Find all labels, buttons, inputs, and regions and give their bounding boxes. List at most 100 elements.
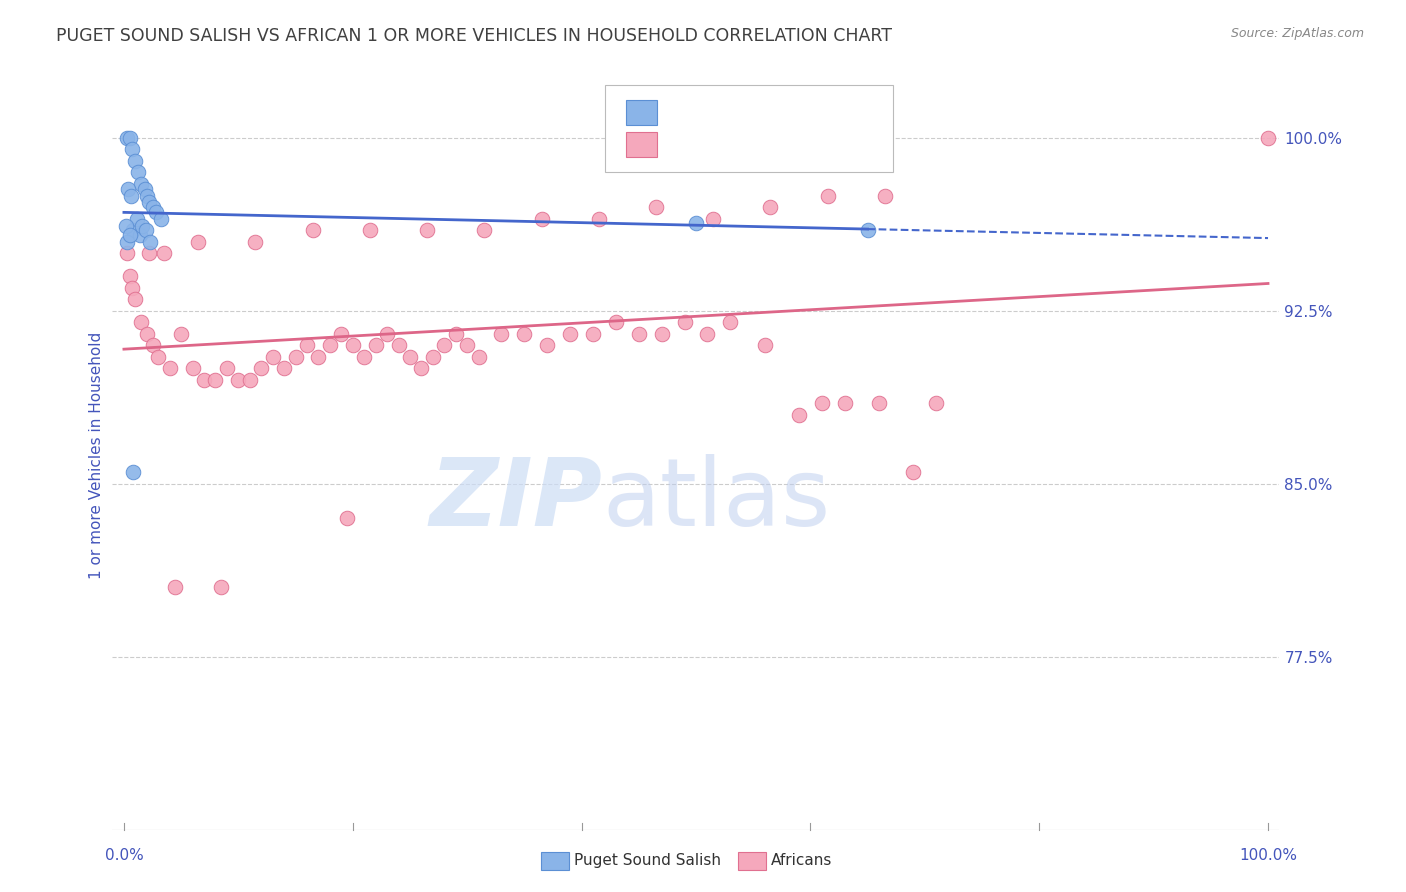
Point bbox=[399, 350, 422, 364]
Point bbox=[1257, 131, 1279, 145]
Text: 100.0%: 100.0% bbox=[1239, 848, 1296, 863]
Point bbox=[124, 153, 146, 168]
Point bbox=[558, 326, 581, 341]
Point bbox=[117, 235, 139, 249]
Y-axis label: 1 or more Vehicles in Household: 1 or more Vehicles in Household bbox=[89, 331, 104, 579]
Point bbox=[135, 223, 157, 237]
Point bbox=[122, 223, 145, 237]
Point bbox=[834, 396, 856, 410]
Point bbox=[530, 211, 553, 226]
Point bbox=[129, 227, 152, 242]
Point bbox=[685, 216, 707, 230]
Point bbox=[873, 188, 896, 202]
Point bbox=[204, 373, 226, 387]
Point bbox=[187, 235, 209, 249]
Text: Puget Sound Salish: Puget Sound Salish bbox=[574, 854, 721, 868]
Point bbox=[696, 326, 718, 341]
Point bbox=[141, 200, 163, 214]
Point bbox=[131, 219, 153, 233]
Point bbox=[416, 223, 439, 237]
Point bbox=[118, 269, 141, 284]
Point bbox=[582, 326, 605, 341]
Point bbox=[117, 181, 139, 195]
Point bbox=[159, 361, 181, 376]
Point bbox=[718, 315, 741, 329]
Point bbox=[925, 396, 948, 410]
Point bbox=[245, 235, 267, 249]
Point bbox=[215, 361, 238, 376]
Text: R = 0.013   N = 26: R = 0.013 N = 26 bbox=[664, 103, 834, 121]
Text: PUGET SOUND SALISH VS AFRICAN 1 OR MORE VEHICLES IN HOUSEHOLD CORRELATION CHART: PUGET SOUND SALISH VS AFRICAN 1 OR MORE … bbox=[56, 27, 893, 45]
Point bbox=[129, 177, 152, 191]
Point bbox=[759, 200, 782, 214]
Point bbox=[359, 223, 381, 237]
Point bbox=[811, 396, 834, 410]
Text: Africans: Africans bbox=[770, 854, 832, 868]
Point bbox=[411, 361, 433, 376]
Point bbox=[645, 200, 668, 214]
Point bbox=[342, 338, 364, 352]
Text: 0.0%: 0.0% bbox=[104, 848, 143, 863]
Point bbox=[375, 326, 398, 341]
Point bbox=[122, 465, 145, 479]
Point bbox=[433, 338, 456, 352]
Point bbox=[353, 350, 375, 364]
Point bbox=[284, 350, 307, 364]
Point bbox=[472, 223, 495, 237]
Point bbox=[605, 315, 627, 329]
Point bbox=[118, 131, 141, 145]
Point bbox=[330, 326, 353, 341]
Point bbox=[307, 350, 329, 364]
Point bbox=[117, 246, 139, 260]
Point bbox=[239, 373, 262, 387]
Point bbox=[319, 338, 342, 352]
Point bbox=[149, 211, 172, 226]
Point bbox=[754, 338, 776, 352]
Point bbox=[138, 195, 160, 210]
Point bbox=[868, 396, 890, 410]
Point bbox=[170, 326, 193, 341]
Point bbox=[513, 326, 536, 341]
Point bbox=[588, 211, 610, 226]
Point bbox=[121, 281, 143, 295]
Point bbox=[336, 511, 359, 525]
Point bbox=[121, 143, 143, 157]
Point bbox=[651, 326, 673, 341]
Point bbox=[193, 373, 215, 387]
Point bbox=[301, 223, 323, 237]
Point bbox=[135, 326, 157, 341]
Point bbox=[145, 204, 167, 219]
Point bbox=[228, 373, 250, 387]
Point bbox=[129, 315, 152, 329]
Point bbox=[153, 246, 176, 260]
Point bbox=[135, 188, 157, 202]
Text: R = 0.272   N = 73: R = 0.272 N = 73 bbox=[664, 136, 834, 153]
Point bbox=[856, 223, 879, 237]
Text: Source: ZipAtlas.com: Source: ZipAtlas.com bbox=[1230, 27, 1364, 40]
Point bbox=[702, 211, 724, 226]
Point bbox=[165, 581, 187, 595]
Point bbox=[125, 211, 148, 226]
Point bbox=[138, 246, 160, 260]
Point bbox=[209, 581, 232, 595]
Text: atlas: atlas bbox=[603, 454, 831, 546]
Point bbox=[295, 338, 318, 352]
Text: ZIP: ZIP bbox=[430, 454, 603, 546]
Point bbox=[787, 408, 810, 422]
Point bbox=[422, 350, 444, 364]
Point bbox=[627, 326, 650, 341]
Point bbox=[673, 315, 696, 329]
Point bbox=[124, 293, 146, 307]
Point bbox=[387, 338, 409, 352]
Point bbox=[262, 350, 284, 364]
Point bbox=[120, 188, 142, 202]
Point bbox=[903, 465, 925, 479]
Point bbox=[118, 227, 141, 242]
Point bbox=[139, 235, 162, 249]
Point bbox=[115, 219, 138, 233]
Point bbox=[364, 338, 387, 352]
Point bbox=[181, 361, 204, 376]
Point bbox=[817, 188, 839, 202]
Point bbox=[134, 181, 156, 195]
Point bbox=[127, 165, 149, 179]
